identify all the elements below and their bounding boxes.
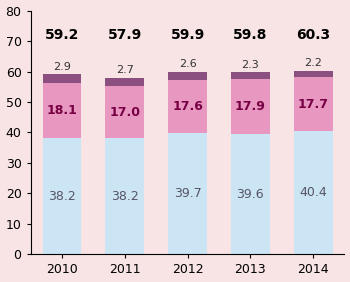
Bar: [168, 80, 207, 133]
Bar: [105, 86, 144, 138]
Bar: [231, 72, 270, 79]
Text: 40.4: 40.4: [299, 186, 327, 199]
Text: 17.7: 17.7: [298, 98, 329, 111]
Bar: [168, 72, 207, 80]
Text: 60.3: 60.3: [296, 28, 330, 42]
Text: 38.2: 38.2: [111, 190, 139, 203]
Text: 2.2: 2.2: [304, 58, 322, 68]
Text: 59.2: 59.2: [45, 28, 79, 42]
Text: 59.9: 59.9: [170, 28, 205, 42]
Bar: [42, 138, 82, 254]
Text: 17.9: 17.9: [235, 100, 266, 113]
Text: 38.2: 38.2: [48, 190, 76, 203]
Bar: [231, 79, 270, 134]
Text: 59.8: 59.8: [233, 28, 267, 42]
Bar: [294, 77, 332, 131]
Text: 39.6: 39.6: [237, 188, 264, 201]
Text: 57.9: 57.9: [107, 28, 142, 42]
Text: 2.6: 2.6: [178, 60, 196, 69]
Text: 17.0: 17.0: [109, 105, 140, 118]
Bar: [105, 138, 144, 254]
Text: 2.3: 2.3: [241, 60, 259, 70]
Bar: [231, 134, 270, 254]
Text: 2.7: 2.7: [116, 65, 134, 76]
Bar: [42, 74, 82, 83]
Text: 17.6: 17.6: [172, 100, 203, 113]
Bar: [168, 133, 207, 254]
Text: 2.9: 2.9: [53, 61, 71, 72]
Bar: [105, 78, 144, 86]
Text: 18.1: 18.1: [47, 104, 77, 117]
Text: 39.7: 39.7: [174, 188, 201, 201]
Bar: [294, 70, 332, 77]
Bar: [42, 83, 82, 138]
Bar: [294, 131, 332, 254]
